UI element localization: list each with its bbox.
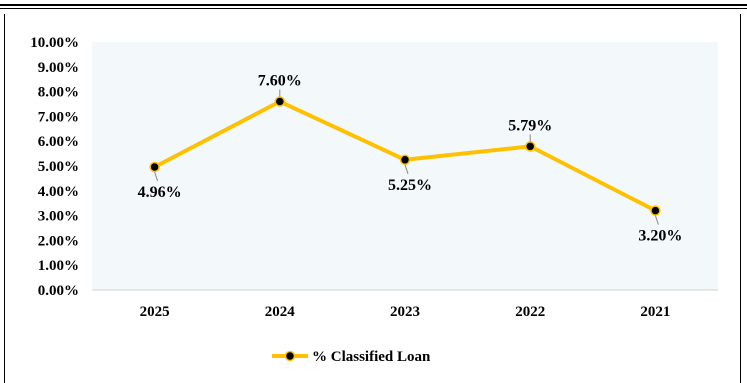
data-label: 5.79% (508, 117, 552, 134)
y-tick-label: 5.00% (38, 159, 79, 175)
label-leader-line (654, 215, 659, 225)
chart-frame (4, 14, 741, 383)
data-label: 4.96% (138, 184, 182, 201)
y-tick-label: 8.00% (38, 85, 79, 101)
y-axis-ticks: 0.00% 1.00% 2.00% 3.00% 4.00% 5.00% 6.00% 7.00%… (30, 35, 79, 299)
y-tick-label: 3.00% (38, 209, 79, 225)
data-point (274, 96, 286, 107)
data-labels: 4.96% 7.60% 5.25% 5.79% 3.20% (138, 73, 683, 245)
y-tick-label: 6.00% (38, 134, 79, 150)
top-rule (0, 4, 747, 6)
x-tick-label: 2025 (140, 304, 170, 320)
y-tick-label: 1.00% (38, 258, 79, 274)
x-tick-label: 2024 (265, 304, 296, 320)
data-label: 7.60% (258, 73, 302, 90)
data-label: 5.25% (388, 177, 432, 194)
data-point (149, 161, 160, 173)
series-group (149, 96, 661, 216)
data-point (650, 205, 661, 216)
data-point (524, 141, 536, 152)
top-rule-thin (0, 8, 747, 9)
y-tick-label: 4.00% (38, 184, 79, 200)
legend: % Classified Loan (272, 349, 431, 365)
x-tick-label: 2023 (390, 304, 420, 320)
data-label: 3.20% (638, 228, 682, 245)
y-tick-label: 2.00% (38, 233, 79, 249)
y-tick-label: 7.00% (38, 109, 79, 125)
x-tick-label: 2021 (640, 304, 670, 320)
y-tick-label: 0.00% (38, 283, 79, 299)
legend-label: % Classified Loan (312, 349, 431, 365)
legend-marker (284, 350, 296, 362)
x-axis-ticks: 2025 2024 2023 2022 2021 (140, 304, 671, 320)
x-tick-label: 2022 (515, 304, 545, 320)
label-leader-line (154, 171, 159, 182)
y-tick-label: 10.00% (30, 35, 79, 51)
y-tick-label: 9.00% (38, 60, 79, 76)
data-point (399, 154, 411, 166)
label-leader-line (404, 164, 409, 174)
